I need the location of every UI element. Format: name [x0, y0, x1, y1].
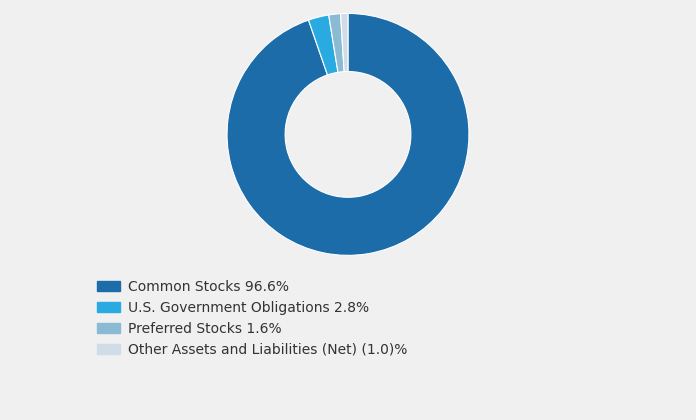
Wedge shape [308, 15, 338, 75]
Wedge shape [340, 13, 348, 72]
Wedge shape [227, 13, 469, 255]
Legend: Common Stocks 96.6%, U.S. Government Obligations 2.8%, Preferred Stocks 1.6%, Ot: Common Stocks 96.6%, U.S. Government Obl… [97, 280, 407, 357]
Wedge shape [329, 14, 344, 72]
